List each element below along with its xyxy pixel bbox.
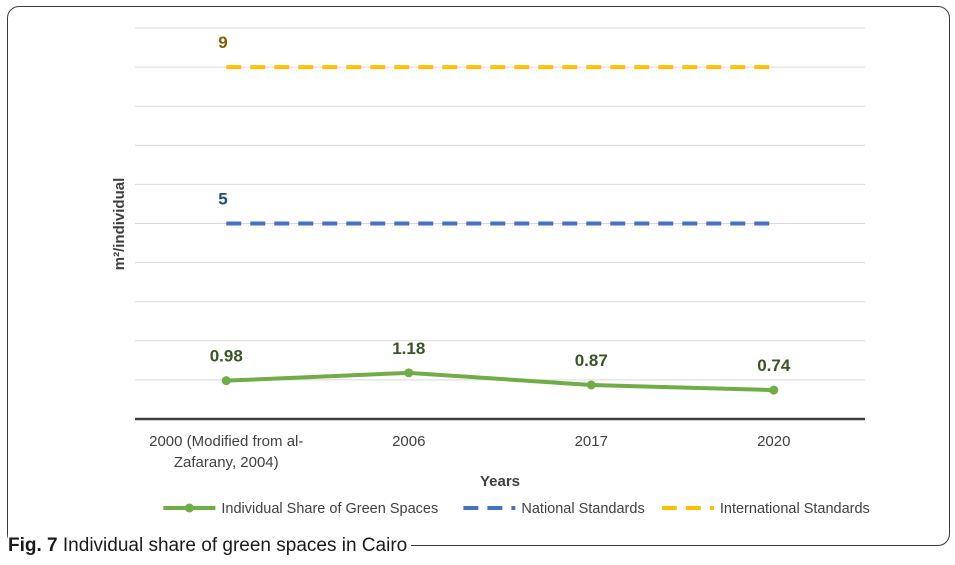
x-tick-label: 2017 xyxy=(575,433,608,450)
y-axis-title: m²/individual xyxy=(111,178,128,271)
x-tick-label: 2006 xyxy=(392,433,425,450)
legend-label: National Standards xyxy=(521,501,644,517)
data-label: 1.18 xyxy=(392,339,425,358)
figure-frame xyxy=(7,6,950,546)
x-tick-label: 2000 (Modified from al- xyxy=(149,433,303,450)
data-label: 0.74 xyxy=(757,356,791,375)
legend-label: Individual Share of Green Spaces xyxy=(221,501,438,517)
data-label: 0.87 xyxy=(575,351,608,370)
x-axis-title: Years xyxy=(480,473,520,490)
x-tick-label: Zafarany, 2004) xyxy=(174,454,279,471)
legend-marker xyxy=(184,503,194,513)
x-tick-label: 2020 xyxy=(757,433,790,450)
data-point xyxy=(769,385,779,395)
data-label: 5 xyxy=(218,190,227,209)
series-line xyxy=(226,370,774,393)
data-label: 0.98 xyxy=(210,347,243,366)
figure-caption: Fig. 7 Individual share of green spaces … xyxy=(8,535,412,557)
data-label: 9 xyxy=(218,33,227,52)
line-chart: 2000 (Modified from al- Zafarany, 2004) 20… xyxy=(111,27,870,517)
figure-label: Fig. 7 xyxy=(8,535,58,556)
legend-label: International Standards xyxy=(720,501,870,517)
data-point xyxy=(404,368,414,378)
figure-caption-text: Individual share of green spaces in Cair… xyxy=(57,535,408,556)
data-point xyxy=(221,376,231,386)
data-point xyxy=(586,380,596,390)
